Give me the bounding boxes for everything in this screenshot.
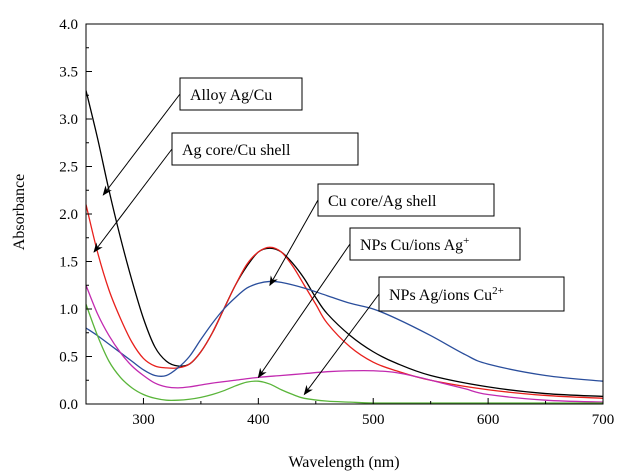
x-tick-label: 600 (477, 412, 500, 428)
series-line-2 (86, 204, 603, 399)
y-tick-label: 2.5 (59, 160, 78, 176)
y-tick-label: 1.0 (59, 302, 78, 318)
axes: 300 400 500 600 700 0.0 0.5 1.0 1.5 2.0 2.5 3.0 3.5 4… (59, 17, 614, 428)
x-tick-label: 700 (592, 412, 615, 428)
annotations: Alloy Ag/Cu Ag core/Cu shell Cu core/Ag sh… (93, 77, 565, 396)
annotation-arrow (102, 93, 181, 196)
annotation-1: Alloy Ag/Cu (102, 77, 303, 196)
series-line-4 (86, 285, 603, 403)
annotation-arrow (93, 148, 173, 253)
annotation-box (171, 132, 359, 166)
y-tick-label: 3.0 (59, 112, 78, 128)
y-tick-label: 0.5 (59, 350, 78, 366)
y-tick-label: 0.0 (59, 397, 78, 413)
annotation-arrow (303, 293, 380, 396)
x-axis-label: Wavelength (nm) (288, 454, 399, 471)
annotation-arrow (269, 199, 319, 287)
annotation-4: NPs Cu/ions Ag+ (257, 227, 521, 379)
annotation-label: Alloy Ag/Cu (190, 87, 272, 104)
series-line-5 (86, 304, 603, 404)
x-tick-label: 500 (362, 412, 385, 428)
annotation-arrow (257, 243, 351, 379)
annotation-3: Cu core/Ag shell (269, 183, 495, 287)
annotation-label: NPs Ag/ions Cu2+ (389, 285, 504, 304)
y-axis-label: Absorbance (11, 174, 28, 250)
annotation-label: Ag core/Cu shell (182, 142, 291, 159)
series-layer (86, 90, 603, 404)
y-tick-label: 2.0 (59, 207, 78, 223)
y-tick-label: 3.5 (59, 65, 78, 81)
annotation-label: NPs Cu/ions Ag+ (360, 235, 469, 254)
series-line-1 (86, 90, 603, 398)
x-tick-label: 400 (247, 412, 270, 428)
y-tick-label: 1.5 (59, 255, 78, 271)
series-line-3 (86, 280, 603, 382)
annotation-5: NPs Ag/ions Cu2+ (303, 276, 565, 396)
annotation-label: Cu core/Ag shell (328, 193, 437, 210)
x-tick-label: 300 (132, 412, 155, 428)
annotation-2: Ag core/Cu shell (93, 132, 359, 253)
y-tick-label: 4.0 (59, 17, 78, 33)
